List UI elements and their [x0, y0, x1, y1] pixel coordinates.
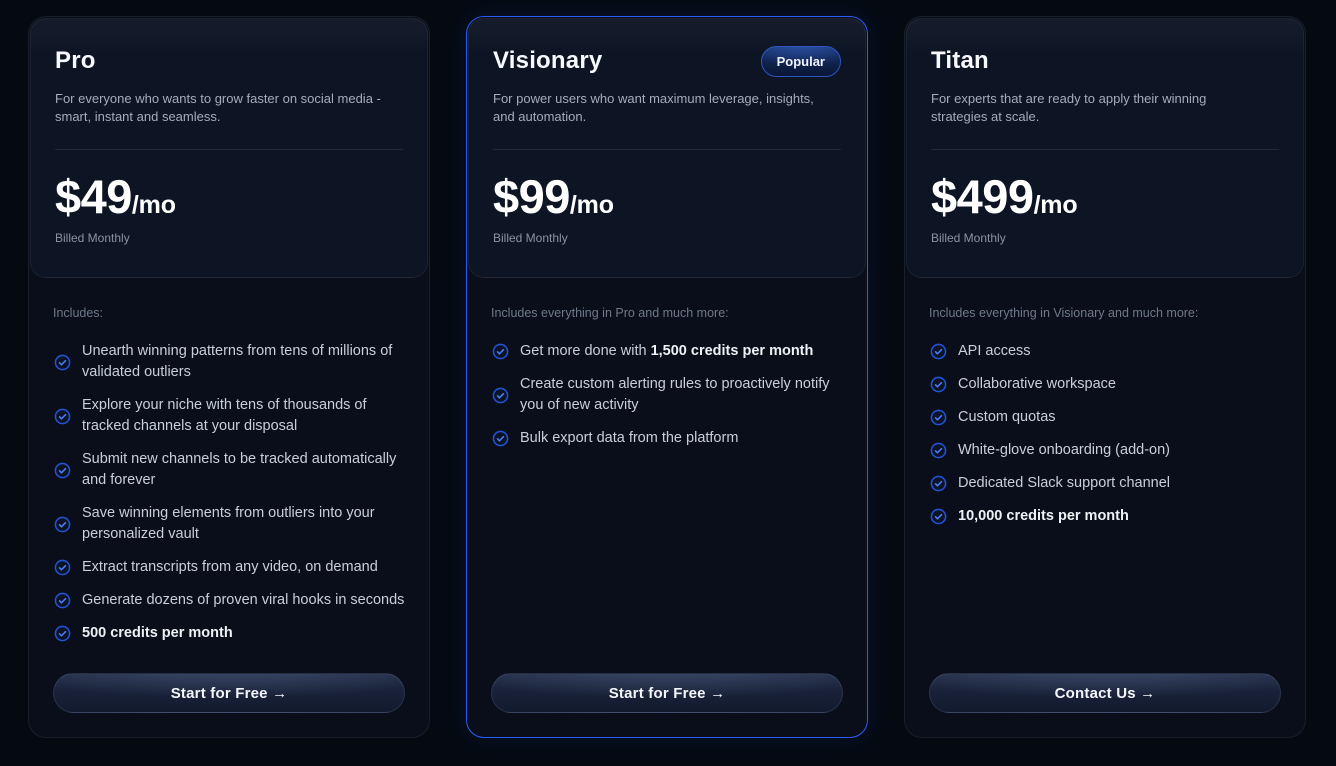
- check-circle-icon: [54, 592, 71, 609]
- pro-title-row: Pro: [55, 45, 403, 77]
- feature-text: Get more done with 1,500 credits per mon…: [520, 343, 814, 359]
- feature-item: Bulk export data from the platform: [491, 428, 843, 449]
- feature-item: White-glove onboarding (add-on): [929, 440, 1281, 461]
- price-period: /mo: [569, 191, 614, 219]
- plan-title: Titan: [931, 47, 989, 74]
- feature-item: Explore your niche with tens of thousand…: [53, 395, 405, 437]
- price-amount: $49: [55, 170, 132, 223]
- start-for-free-button[interactable]: Start for Free →: [491, 673, 843, 713]
- feature-list: API access Collaborative workspace Custom …: [929, 341, 1281, 527]
- pricing-card-titan: Titan For experts that are ready to appl…: [904, 16, 1306, 738]
- feature-text: 10,000 credits per month: [958, 508, 1129, 524]
- feature-text: Submit new channels to be tracked automa…: [82, 451, 397, 488]
- check-circle-icon: [492, 387, 509, 404]
- pricing-card-visionary: Visionary Popular For power users who wa…: [466, 16, 868, 738]
- price-row: $49 /mo: [55, 170, 403, 224]
- price-amount: $99: [493, 170, 570, 223]
- check-circle-icon: [54, 462, 71, 479]
- billing-note: Billed Monthly: [55, 231, 130, 245]
- plan-description: For experts that are ready to apply thei…: [931, 91, 1207, 124]
- feature-item: API access: [929, 341, 1281, 362]
- check-circle-icon: [54, 408, 71, 425]
- start-for-free-button[interactable]: Start for Free →: [53, 673, 405, 713]
- feature-item: Submit new channels to be tracked automa…: [53, 449, 405, 491]
- popular-badge: Popular: [760, 45, 841, 77]
- price-amount: $499: [931, 170, 1034, 223]
- feature-item: Collaborative workspace: [929, 374, 1281, 395]
- feature-text: Dedicated Slack support channel: [958, 475, 1170, 491]
- check-circle-icon: [930, 442, 947, 459]
- feature-text: Explore your niche with tens of thousand…: [82, 397, 367, 434]
- includes-label: Includes:: [53, 306, 104, 320]
- includes-label: Includes everything in Pro and much more…: [491, 306, 729, 320]
- billing-note: Billed Monthly: [493, 231, 568, 245]
- feature-item: Get more done with 1,500 credits per mon…: [491, 341, 843, 362]
- visionary-title-row: Visionary Popular: [493, 45, 841, 77]
- pricing-plans-row: Pro For everyone who wants to grow faste…: [28, 16, 1306, 738]
- price-row: $499 /mo: [931, 170, 1279, 224]
- feature-item: Dedicated Slack support channel: [929, 473, 1281, 494]
- billing-note: Billed Monthly: [931, 231, 1006, 245]
- feature-list: Get more done with 1,500 credits per mon…: [491, 341, 843, 449]
- includes-label: Includes everything in Visionary and muc…: [929, 306, 1199, 320]
- plan-title: Pro: [55, 47, 96, 74]
- feature-text: API access: [958, 343, 1031, 359]
- header-divider: [55, 149, 403, 150]
- check-circle-icon: [492, 430, 509, 447]
- visionary-card-body: Includes everything in Pro and much more…: [467, 279, 867, 737]
- feature-item: Generate dozens of proven viral hooks in…: [53, 590, 405, 611]
- titan-card-header: Titan For experts that are ready to appl…: [906, 18, 1304, 278]
- header-divider: [493, 149, 841, 150]
- price-period: /mo: [131, 191, 176, 219]
- feature-item: Create custom alerting rules to proactiv…: [491, 374, 843, 416]
- check-circle-icon: [930, 376, 947, 393]
- feature-item: Extract transcripts from any video, on d…: [53, 557, 405, 578]
- feature-text: Custom quotas: [958, 409, 1056, 425]
- feature-item: 10,000 credits per month: [929, 506, 1281, 527]
- check-circle-icon: [930, 409, 947, 426]
- plan-title: Visionary: [493, 47, 603, 74]
- price-row: $99 /mo: [493, 170, 841, 224]
- feature-text: Extract transcripts from any video, on d…: [82, 559, 378, 575]
- pro-card-body: Includes: Unearth winning patterns from …: [29, 279, 429, 737]
- feature-text: Collaborative workspace: [958, 376, 1116, 392]
- titan-title-row: Titan: [931, 45, 1279, 77]
- feature-text: 500 credits per month: [82, 625, 233, 641]
- feature-text: White-glove onboarding (add-on): [958, 442, 1170, 458]
- feature-text: Save winning elements from outliers into…: [82, 505, 375, 542]
- titan-card-body: Includes everything in Visionary and muc…: [905, 279, 1305, 737]
- check-circle-icon: [54, 559, 71, 576]
- contact-us-button[interactable]: Contact Us →: [929, 673, 1281, 713]
- check-circle-icon: [930, 475, 947, 492]
- check-circle-icon: [492, 343, 509, 360]
- header-divider: [931, 149, 1279, 150]
- check-circle-icon: [930, 343, 947, 360]
- feature-item: Custom quotas: [929, 407, 1281, 428]
- feature-item: Save winning elements from outliers into…: [53, 503, 405, 545]
- feature-text: Generate dozens of proven viral hooks in…: [82, 592, 405, 608]
- check-circle-icon: [54, 625, 71, 642]
- check-circle-icon: [54, 354, 71, 371]
- feature-item: 500 credits per month: [53, 623, 405, 644]
- feature-list: Unearth winning patterns from tens of mi…: [53, 341, 405, 644]
- check-circle-icon: [54, 516, 71, 533]
- pro-card-header: Pro For everyone who wants to grow faste…: [30, 18, 428, 278]
- check-circle-icon: [930, 508, 947, 525]
- feature-text: Bulk export data from the platform: [520, 430, 739, 446]
- pricing-card-pro: Pro For everyone who wants to grow faste…: [28, 16, 430, 738]
- visionary-card-header: Visionary Popular For power users who wa…: [468, 18, 866, 278]
- feature-text: Unearth winning patterns from tens of mi…: [82, 343, 393, 380]
- plan-description: For power users who want maximum leverag…: [493, 91, 814, 124]
- plan-description: For everyone who wants to grow faster on…: [55, 91, 381, 124]
- feature-item: Unearth winning patterns from tens of mi…: [53, 341, 405, 383]
- feature-text: Create custom alerting rules to proactiv…: [520, 376, 830, 413]
- price-period: /mo: [1033, 191, 1078, 219]
